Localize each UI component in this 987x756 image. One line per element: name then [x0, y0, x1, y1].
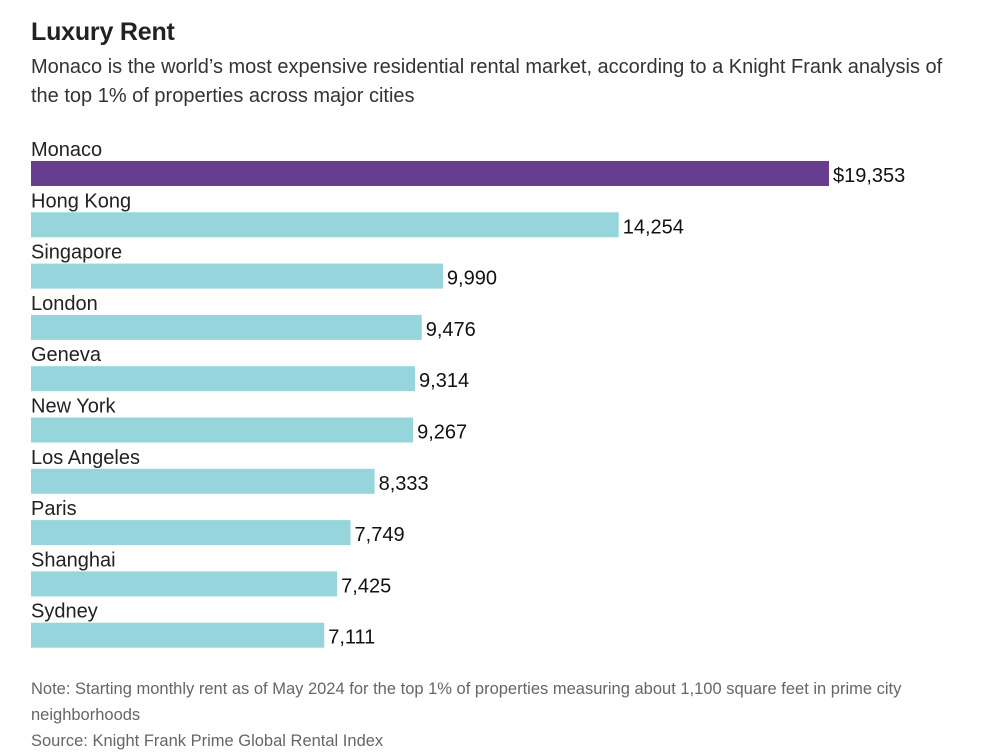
value-label-monaco: $19,353: [833, 165, 905, 187]
bar-shanghai: [31, 571, 338, 597]
value-label-new-york: 9,267: [417, 422, 467, 444]
value-label-singapore: 9,990: [447, 268, 497, 290]
category-label-new-york: New York: [31, 396, 116, 418]
bar-new-york: [31, 417, 414, 443]
category-label-monaco: Monaco: [31, 139, 102, 161]
category-label-singapore: Singapore: [31, 242, 122, 264]
bar-london: [31, 314, 422, 340]
bar-hong-kong: [31, 212, 619, 238]
chart-note: Note: Starting monthly rent as of May 20…: [31, 680, 902, 724]
value-label-hong-kong: 14,254: [623, 216, 684, 238]
chart-title: Luxury Rent: [31, 18, 175, 46]
value-label-geneva: 9,314: [419, 370, 469, 392]
value-label-london: 9,476: [426, 319, 476, 341]
chart-subtitle: Monaco is the world’s most expensive res…: [31, 56, 943, 107]
category-label-london: London: [31, 293, 98, 315]
category-label-hong-kong: Hong Kong: [31, 190, 131, 212]
bar-chart: Monaco $19,353 Hong Kong 14,254 Singapore 9,9…: [31, 139, 905, 649]
value-label-shanghai: 7,425: [341, 575, 391, 597]
category-label-shanghai: Shanghai: [31, 549, 116, 571]
bar-singapore: [31, 263, 443, 289]
category-label-los-angeles: Los Angeles: [31, 447, 140, 469]
bar-los-angeles: [31, 468, 375, 494]
value-label-sydney: 7,111: [328, 627, 375, 649]
category-label-paris: Paris: [31, 498, 77, 520]
bar-sydney: [31, 622, 325, 648]
value-label-paris: 7,749: [355, 524, 405, 546]
value-label-los-angeles: 8,333: [379, 473, 429, 495]
bar-geneva: [31, 366, 416, 392]
category-label-sydney: Sydney: [31, 601, 98, 623]
category-label-geneva: Geneva: [31, 344, 102, 366]
bar-paris: [31, 520, 351, 546]
bar-monaco: [31, 161, 829, 186]
chart-source: Source: Knight Frank Prime Global Rental…: [31, 732, 384, 750]
